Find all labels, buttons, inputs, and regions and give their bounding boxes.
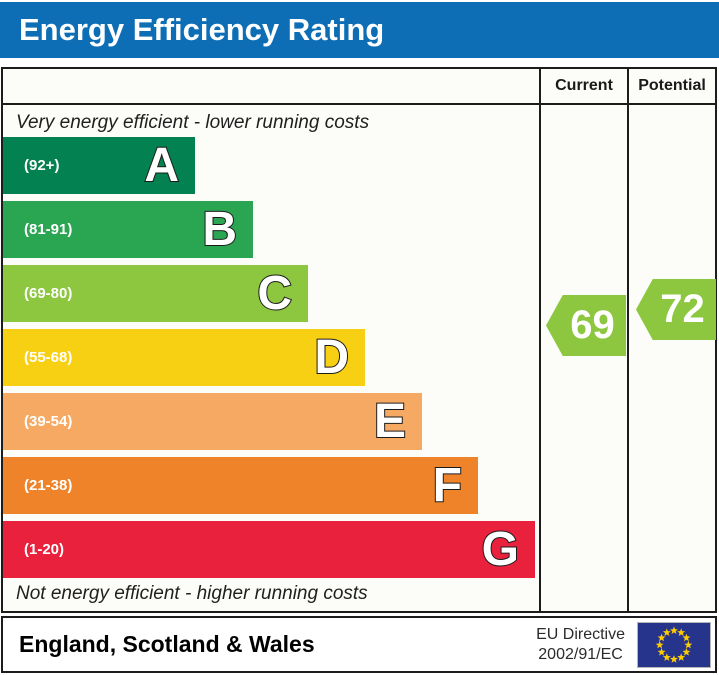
- band-range-label: (81-91): [24, 221, 73, 238]
- band-row-B: (81-91) B: [3, 201, 253, 258]
- caption-not-efficient: Not energy efficient - higher running co…: [16, 583, 368, 604]
- potential-column: [627, 105, 715, 611]
- potential-column-header: Potential: [627, 69, 715, 105]
- eu-directive-line1: EU Directive: [536, 625, 625, 643]
- band-letter: E: [373, 394, 407, 448]
- current-column-header: Current: [539, 69, 627, 105]
- eu-directive-line2: 2002/91/EC: [538, 645, 623, 663]
- eu-flag-icon: [637, 621, 711, 668]
- band-range-label: (92+): [24, 157, 60, 174]
- title-bar: Energy Efficiency Rating: [0, 2, 719, 58]
- band-letter: G: [481, 522, 520, 576]
- band-range-label: (69-80): [24, 285, 73, 302]
- band-row-C: (69-80) C: [3, 265, 308, 322]
- band-row-A: (92+) A: [3, 137, 195, 194]
- current-rating-arrow: 69: [546, 295, 626, 356]
- region-label: England, Scotland & Wales: [19, 631, 315, 657]
- current-rating-value: 69: [570, 303, 615, 347]
- band-range-label: (1-20): [24, 541, 65, 558]
- eu-directive-label: EU Directive 2002/91/EC: [536, 625, 637, 665]
- band-row-E: (39-54) E: [3, 393, 422, 450]
- band-range-label: (55-68): [24, 349, 73, 366]
- chart-header-spacer: [3, 69, 539, 105]
- band-letter: D: [313, 330, 350, 384]
- band-row-F: (21-38) F: [3, 457, 478, 514]
- band-row-G: (1-20) G: [3, 521, 535, 578]
- band-row-D: (55-68) D: [3, 329, 365, 386]
- band-letter: B: [201, 202, 238, 256]
- band-letter: F: [432, 458, 463, 512]
- band-letter: A: [143, 138, 180, 192]
- page-title: Energy Efficiency Rating: [19, 12, 385, 47]
- potential-rating-arrow: 72: [636, 279, 716, 340]
- caption-very-efficient: Very energy efficient - lower running co…: [16, 112, 370, 133]
- bands-chart-area: Very energy efficient - lower running co…: [3, 105, 539, 611]
- band-letter: C: [256, 266, 293, 320]
- band-range-label: (21-38): [24, 477, 73, 494]
- potential-rating-value: 72: [660, 287, 705, 331]
- band-range-label: (39-54): [24, 413, 73, 430]
- footer-bar: England, Scotland & Wales EU Directive 2…: [1, 616, 717, 673]
- current-column: [539, 105, 627, 611]
